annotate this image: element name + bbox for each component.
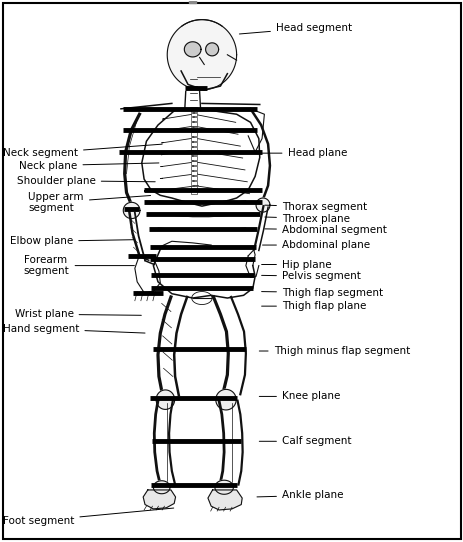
Text: Head segment: Head segment bbox=[239, 23, 351, 34]
Bar bbox=[191, 137, 196, 141]
Polygon shape bbox=[156, 390, 174, 409]
Text: Thigh flap segment: Thigh flap segment bbox=[261, 288, 382, 298]
Bar bbox=[191, 171, 196, 175]
Text: Pelvis segment: Pelvis segment bbox=[261, 272, 360, 281]
Bar bbox=[191, 176, 196, 179]
Text: Ankle plane: Ankle plane bbox=[257, 491, 343, 500]
Polygon shape bbox=[214, 480, 233, 494]
Text: Head plane: Head plane bbox=[260, 148, 346, 158]
Bar bbox=[189, 0, 196, 3]
Text: Abdominal segment: Abdominal segment bbox=[264, 225, 386, 235]
Bar bbox=[191, 190, 196, 194]
Text: Forearm
segment: Forearm segment bbox=[24, 255, 134, 276]
Text: Upper arm
segment: Upper arm segment bbox=[28, 191, 150, 213]
Text: Thigh minus flap segment: Thigh minus flap segment bbox=[259, 346, 409, 356]
Text: Abdominal plane: Abdominal plane bbox=[262, 240, 369, 250]
Text: Neck segment: Neck segment bbox=[3, 144, 162, 158]
Text: Calf segment: Calf segment bbox=[259, 436, 350, 446]
Polygon shape bbox=[205, 43, 218, 56]
Polygon shape bbox=[256, 198, 269, 212]
Polygon shape bbox=[123, 202, 140, 218]
Bar bbox=[191, 122, 196, 126]
Bar bbox=[191, 118, 196, 121]
Text: Wrist plane: Wrist plane bbox=[14, 309, 141, 319]
Text: Throex plane: Throex plane bbox=[264, 214, 349, 223]
Text: Hip plane: Hip plane bbox=[261, 260, 331, 269]
Text: Knee plane: Knee plane bbox=[259, 391, 339, 402]
Polygon shape bbox=[215, 389, 236, 410]
Text: Neck plane: Neck plane bbox=[19, 160, 158, 171]
Bar bbox=[191, 127, 196, 131]
Bar bbox=[191, 132, 196, 136]
Bar bbox=[191, 162, 196, 165]
Bar bbox=[191, 180, 196, 184]
Text: Foot segment: Foot segment bbox=[3, 508, 173, 526]
Bar bbox=[191, 142, 196, 146]
Bar bbox=[191, 147, 196, 151]
Text: Shoulder plane: Shoulder plane bbox=[17, 176, 155, 186]
Bar bbox=[191, 108, 196, 112]
Bar bbox=[191, 152, 196, 156]
Bar bbox=[191, 113, 196, 117]
Text: Thigh flap plane: Thigh flap plane bbox=[261, 301, 366, 311]
Text: Hand segment: Hand segment bbox=[3, 324, 145, 334]
Polygon shape bbox=[207, 490, 242, 510]
Polygon shape bbox=[184, 42, 200, 57]
Text: Elbow plane: Elbow plane bbox=[10, 236, 134, 246]
Bar bbox=[191, 185, 196, 189]
Polygon shape bbox=[143, 490, 175, 509]
Polygon shape bbox=[167, 20, 236, 90]
Bar bbox=[191, 157, 196, 160]
Bar bbox=[191, 166, 196, 170]
Text: Thorax segment: Thorax segment bbox=[264, 202, 366, 212]
Polygon shape bbox=[153, 481, 169, 494]
